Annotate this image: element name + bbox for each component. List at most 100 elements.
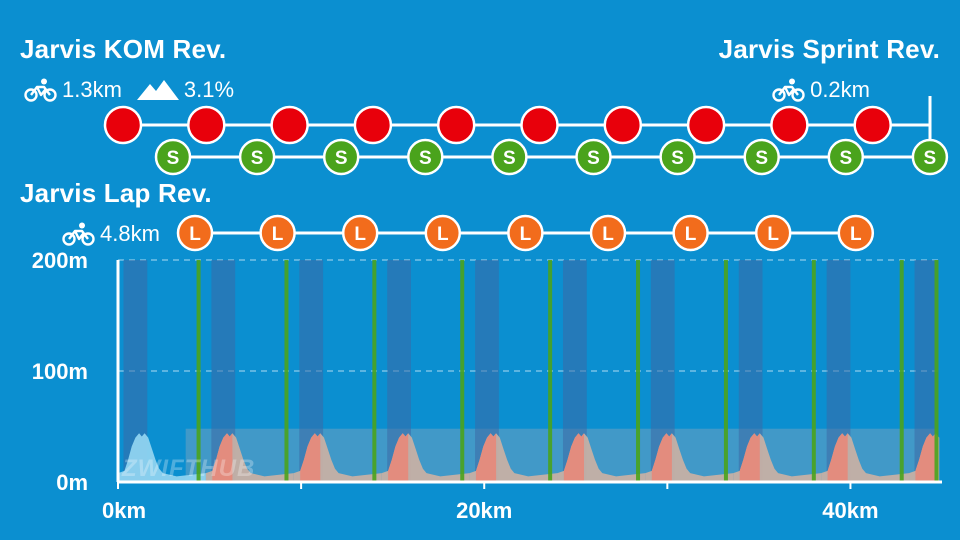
kom-distance: 1.3km <box>62 77 122 102</box>
elevation-area <box>821 433 910 482</box>
lap-marker-letter: L <box>437 224 449 245</box>
kom-marker <box>270 105 309 145</box>
sprint-marker-letter: S <box>167 148 180 169</box>
kom-elevation-area <box>651 433 672 482</box>
sprint-marker <box>659 138 696 176</box>
sprint-marker <box>827 138 865 176</box>
lap-marker-letter: L <box>189 224 201 245</box>
sprint-segment-title: Jarvis Sprint Rev. <box>718 34 940 64</box>
x-tick-label: 20km <box>456 498 512 523</box>
kom-marker <box>353 105 393 145</box>
sprint-marker <box>154 138 192 176</box>
lap-marker <box>672 214 709 252</box>
lap-marker-letter: L <box>602 224 614 245</box>
sprint-marker-letter: S <box>335 148 348 169</box>
kom-elevation-area <box>563 433 585 482</box>
lap-marker-letter: L <box>767 224 779 245</box>
lap-marker-letter: L <box>520 224 532 245</box>
lap-marker-letter: L <box>272 224 284 245</box>
lap-marker <box>424 214 462 252</box>
kom-elevation-area <box>827 433 848 482</box>
lap-marker <box>507 214 544 252</box>
elevation-area <box>557 433 646 482</box>
kom-elevation-area <box>739 433 760 482</box>
sprint-marker <box>407 138 444 176</box>
sprint-marker-letter: S <box>671 148 684 169</box>
kom-band <box>738 260 763 482</box>
sprint-marker-letter: S <box>503 148 516 169</box>
lap-marker <box>341 214 379 252</box>
lap-marker <box>589 214 627 252</box>
kom-elevation-area <box>475 433 497 482</box>
sprint-line <box>899 260 904 482</box>
sprint-line <box>811 260 816 482</box>
sprint-line <box>372 260 377 482</box>
sprint-marker <box>491 138 528 176</box>
kom-band <box>914 260 939 482</box>
kom-band <box>650 260 675 482</box>
lap-marker-letter: L <box>354 224 366 245</box>
y-tick-label: 0m <box>56 470 88 495</box>
kom-grade: 3.1% <box>183 77 235 102</box>
elevation-area <box>733 433 822 482</box>
sprint-marker <box>575 138 612 176</box>
sprint-marker-letter: S <box>839 148 852 169</box>
sprint-marker-letter: S <box>924 148 937 169</box>
kom-band <box>475 260 499 482</box>
kom-marker <box>603 105 643 145</box>
sprint-line <box>723 260 728 482</box>
kom-segment-stats: 1.3km 3.1% <box>24 77 234 103</box>
kom-marker <box>436 105 476 145</box>
sprint-marker-letter: S <box>755 148 768 169</box>
kom-band <box>562 260 587 482</box>
lap-distance: 4.8km <box>100 221 160 246</box>
x-tick-label: 40km <box>822 498 878 523</box>
kom-elevation-area <box>915 433 936 482</box>
lap-segment-stats: 4.8km <box>62 221 160 247</box>
kom-marker <box>770 105 809 145</box>
sprint-line <box>636 260 641 482</box>
kom-band <box>123 260 148 482</box>
lap-marker <box>176 214 214 252</box>
kom-band <box>826 260 851 482</box>
sprint-line <box>934 260 939 482</box>
kom-elevation-area <box>388 433 409 482</box>
kom-marker <box>686 105 726 145</box>
segment-markers: S S S S S S S S S S L L L L L L L L L <box>103 96 949 252</box>
lap-segment-title: Jarvis Lap Rev. <box>20 178 212 208</box>
bike-icon <box>772 78 806 102</box>
bike-icon <box>62 222 96 246</box>
sprint-marker-letter: S <box>419 148 432 169</box>
sprint-line <box>460 260 465 482</box>
sprint-line <box>284 260 289 482</box>
elevation-area <box>645 433 734 482</box>
sprint-marker <box>238 138 276 176</box>
kom-band <box>387 260 411 482</box>
kom-marker <box>520 105 559 145</box>
sprint-line <box>548 260 553 482</box>
lap-overlay-band <box>185 428 937 482</box>
lap-marker <box>754 214 792 252</box>
kom-marker <box>853 105 892 145</box>
mountain-icon <box>136 78 180 102</box>
kom-marker <box>103 105 143 145</box>
sprint-segment-stats: 0.2km <box>772 77 870 103</box>
y-tick-label: 100m <box>32 359 88 384</box>
elevation-area <box>381 433 470 482</box>
lap-marker <box>837 214 875 252</box>
sprint-marker-letter: S <box>587 148 600 169</box>
sprint-marker <box>743 138 780 176</box>
x-tick-label: 0km <box>102 498 146 523</box>
kom-elevation-area <box>300 433 321 482</box>
kom-elevation-area <box>212 433 233 482</box>
lap-marker <box>259 214 296 252</box>
elevation-area <box>293 433 382 482</box>
kom-marker <box>187 105 226 145</box>
sprint-marker <box>322 138 360 176</box>
elevation-area <box>469 433 558 482</box>
zwifthub-watermark: ZWIFTHUB <box>121 455 255 482</box>
elevation-area <box>205 433 294 482</box>
sprint-marker-letter: S <box>251 148 264 169</box>
lap-marker-letter: L <box>850 224 862 245</box>
